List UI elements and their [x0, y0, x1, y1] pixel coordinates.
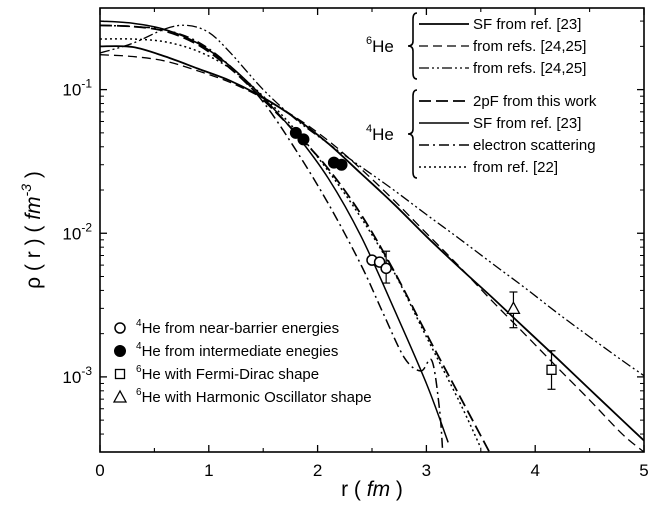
point-legend-marker-3	[112, 389, 128, 403]
series-line-2	[100, 24, 644, 377]
x-tick-label-4: 4	[530, 461, 539, 480]
point-legend-label-2: 6He with Fermi-Dirac shape	[136, 364, 319, 383]
legend-brace-1	[407, 89, 418, 179]
y-axis-title-end: )	[22, 171, 45, 184]
legend: SF from ref. [23] from refs. [24,25] from …	[112, 12, 597, 406]
legend-label-2: from refs. [24,25]	[473, 60, 586, 77]
y-axis-title-main: ρ ( r ) (	[22, 220, 45, 289]
legend-brace-0	[407, 12, 418, 80]
y-tick-label-2: 10-1	[62, 77, 92, 100]
point-legend-label-1: 4He from intermediate enegies	[136, 341, 338, 360]
data-point-3	[289, 126, 302, 139]
point-legend-label-3: 6He with Harmonic Oscillator shape	[136, 387, 372, 406]
point-legend-marker-2	[114, 368, 126, 380]
x-axis-title-unit: fm	[367, 478, 390, 501]
x-tick-label-1: 1	[204, 461, 213, 480]
point-legend-marker-1	[114, 345, 126, 357]
legend-label-4: SF from ref. [23]	[473, 115, 581, 132]
y-tick-label-1: 10-2	[62, 220, 92, 243]
legend-group-label-0: 6He	[366, 35, 394, 56]
y-axis-title-unit: fm	[22, 196, 45, 219]
axis-ticks: 0 1 2 3 4 5 10-3 10-2 10-1	[62, 8, 649, 480]
y-tick-label-0: 10-3	[62, 364, 92, 387]
data-points	[289, 126, 557, 390]
series-line-5	[100, 24, 444, 452]
x-tick-label-0: 0	[95, 461, 104, 480]
y-axis-title-exp: -3	[18, 184, 34, 197]
point-legend-marker-0	[114, 322, 126, 334]
legend-label-6: from ref. [22]	[473, 159, 558, 176]
legend-group-label-1: 4He	[366, 123, 394, 144]
legend-label-1: from refs. [24,25]	[473, 38, 586, 55]
legend-label-5: electron scattering	[473, 137, 596, 154]
data-point-4	[297, 133, 310, 146]
y-axis-title: ρ ( r ) ( fm-3 )	[18, 171, 45, 289]
x-axis-title: r ( fm )	[341, 478, 403, 501]
x-tick-label-3: 3	[422, 461, 431, 480]
data-point-8	[506, 301, 521, 315]
x-tick-label-2: 2	[313, 461, 322, 480]
legend-label-3: 2pF from this work	[473, 93, 597, 110]
data-point-2	[380, 262, 392, 275]
x-axis-title-main: r (	[341, 478, 367, 501]
data-point-6	[335, 158, 348, 171]
x-tick-label-5: 5	[639, 461, 648, 480]
data-point-7	[546, 364, 557, 375]
series-line-1	[100, 54, 644, 452]
x-axis-title-end: )	[390, 478, 403, 501]
legend-label-0: SF from ref. [23]	[473, 16, 581, 33]
series-line-0	[100, 45, 644, 442]
point-legend-label-0: 4He from near-barrier energies	[136, 318, 339, 337]
